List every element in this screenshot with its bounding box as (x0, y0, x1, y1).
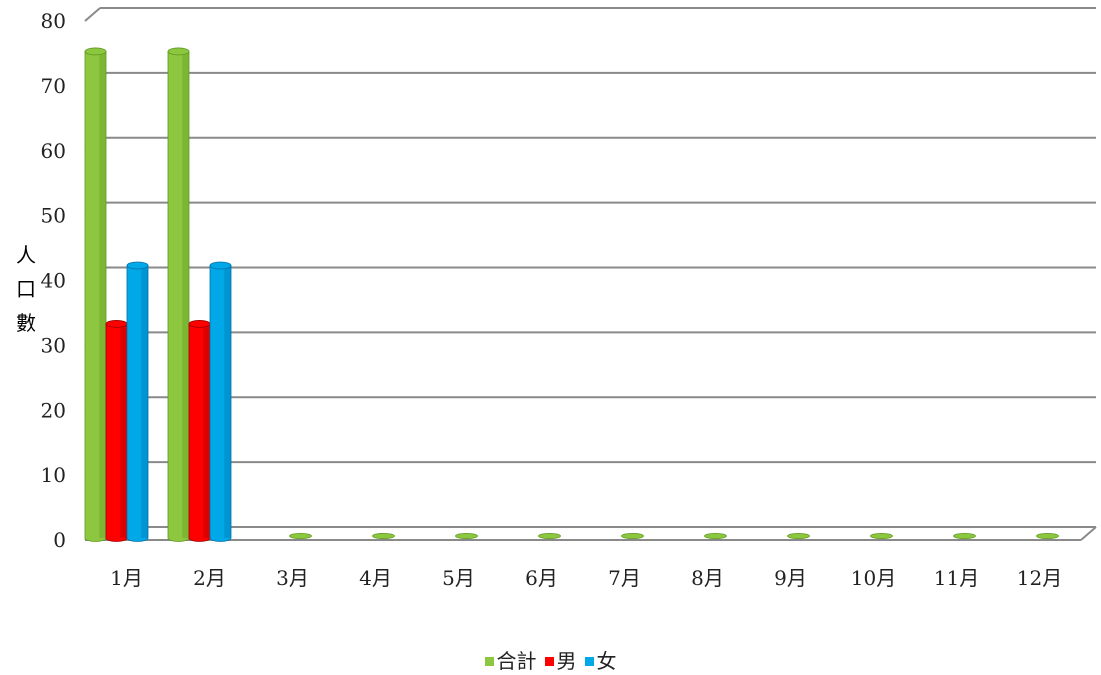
bar-zero (1036, 533, 1059, 540)
bar-zero (870, 533, 893, 540)
bar-zero (953, 533, 976, 540)
x-axis-edge (1080, 526, 1097, 541)
bar-shade (224, 265, 231, 538)
legend-item: 女 (584, 645, 617, 674)
y-tick-label: 30 (41, 333, 66, 357)
bar-cap (84, 47, 107, 56)
legend-label: 女 (596, 649, 617, 673)
y-tick-label: 80 (41, 9, 66, 33)
legend-label: 男 (556, 649, 577, 673)
y-axis-label-char: 口 (16, 277, 36, 301)
x-tick-label: 5月 (442, 566, 475, 590)
x-tick-label: 7月 (608, 566, 641, 590)
bar-zero (455, 533, 478, 540)
legend: 合計男女 (0, 645, 1101, 674)
bar-shade (120, 323, 127, 538)
bar-zero (787, 533, 810, 540)
x-tick-label: 4月 (359, 566, 392, 590)
legend-item: 男 (544, 645, 577, 674)
bar (209, 265, 232, 542)
y-tick-label: 10 (41, 463, 66, 487)
bar-cap (167, 47, 190, 56)
x-tick-label: 1月 (110, 566, 143, 590)
y-tick-label: 50 (41, 204, 66, 228)
bar-zero (621, 533, 644, 540)
y-tick-label: 70 (41, 74, 66, 98)
legend-swatch (484, 657, 494, 666)
y-axis-label-char: 數 (16, 311, 36, 335)
x-tick-label: 10月 (851, 566, 896, 590)
bar-cap (105, 320, 128, 328)
legend-label: 合計 (496, 649, 537, 673)
bar-zero (372, 533, 395, 540)
x-tick-label: 2月 (193, 566, 226, 590)
gridline-edge (84, 7, 101, 22)
bar-shade (182, 51, 189, 538)
bar (126, 265, 149, 542)
bar-cap (188, 320, 211, 328)
x-tick-label: 9月 (774, 566, 807, 590)
legend-swatch (584, 657, 594, 666)
x-tick-label: 3月 (276, 566, 309, 590)
y-tick-label: 60 (41, 139, 66, 163)
bar-cap (209, 261, 232, 270)
bar-shade (141, 265, 148, 538)
bar-zero (289, 533, 312, 540)
x-tick-label: 12月 (1017, 566, 1062, 590)
bar-shade (203, 323, 210, 538)
x-tick-label: 6月 (525, 566, 558, 590)
y-axis-label-char: 人 (16, 243, 36, 267)
y-tick-label: 0 (53, 528, 66, 552)
bar-zero (538, 533, 561, 540)
legend-item: 合計 (484, 645, 537, 674)
legend-swatch (544, 657, 554, 666)
bar-shade (99, 51, 106, 538)
y-tick-label: 40 (41, 269, 66, 293)
y-tick-label: 20 (41, 398, 66, 422)
bar-zero (704, 533, 727, 540)
bar-cap (126, 261, 149, 270)
x-tick-label: 11月 (934, 566, 979, 590)
x-tick-label: 8月 (691, 566, 724, 590)
